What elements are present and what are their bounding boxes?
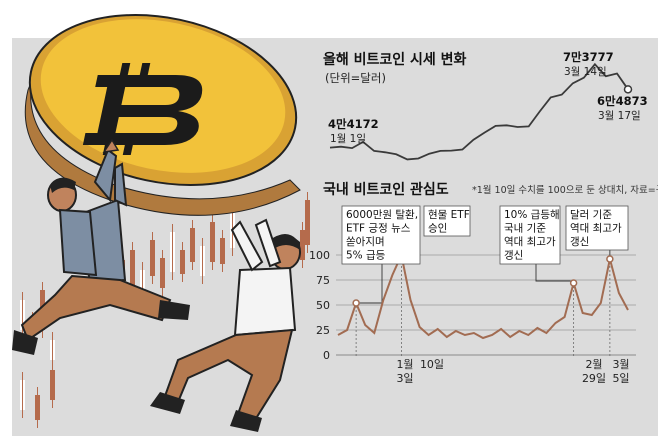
price-start-value: 4만4172 bbox=[328, 117, 379, 131]
callout-text: ETF 긍정 뉴스 bbox=[346, 223, 411, 235]
x-tick-label: 29일 bbox=[582, 371, 606, 385]
callout-leaders bbox=[353, 236, 611, 356]
callout-text: 역대 최고가 bbox=[504, 236, 556, 248]
price-end-marker bbox=[623, 85, 633, 94]
callout-frame bbox=[499, 205, 561, 265]
callout-box: 현물 ETF 승인 bbox=[423, 205, 471, 237]
price-chart-unit: (단위=달러) bbox=[325, 71, 386, 85]
callout-text: 10% 급등해 bbox=[504, 208, 560, 221]
interest-chart: 국내 비트코인 관심도 *1월 10일 수치를 100으로 둔 상대치, 자료=… bbox=[309, 181, 658, 385]
interest-chart-note: *1월 10일 수치를 100으로 둔 상대치, 자료=구글트렌드 bbox=[472, 184, 658, 196]
callout-text: 달러 기준 bbox=[570, 209, 612, 221]
y-tick-label: 50 bbox=[316, 299, 330, 312]
x-tick-label: 3일 bbox=[396, 371, 413, 385]
x-tick-label: 10일 bbox=[420, 357, 444, 371]
price-line bbox=[329, 62, 629, 161]
interest-chart-title: 국내 비트코인 관심도 bbox=[323, 181, 449, 198]
interest-line bbox=[337, 251, 629, 340]
callout-text: 6000만원 탈환, bbox=[346, 208, 418, 221]
y-tick-label: 100 bbox=[309, 249, 330, 262]
x-tick-label: 3월 bbox=[612, 358, 629, 371]
bitcoin-coin bbox=[24, 14, 301, 216]
callout-text: 현물 ETF bbox=[428, 209, 470, 221]
man-in-suit-figure bbox=[12, 138, 190, 355]
callout-text: 갱신 bbox=[570, 236, 589, 248]
y-tick-label: 25 bbox=[316, 324, 330, 337]
interest-marker bbox=[569, 279, 578, 287]
price-peak-value: 7만3777 bbox=[563, 50, 614, 64]
y-tick-label: 0 bbox=[323, 349, 330, 362]
x-tick-label: 1월 bbox=[396, 358, 413, 371]
callout-frame bbox=[565, 205, 629, 251]
callout-text: 국내 기준 bbox=[504, 223, 546, 235]
coin-edge bbox=[24, 79, 301, 216]
coin-illustration bbox=[12, 14, 310, 432]
x-tick-label: 2월 bbox=[585, 358, 602, 371]
price-chart-title: 올해 비트코인 시세 변화 bbox=[323, 51, 467, 68]
callout-text: 승인 bbox=[428, 223, 447, 235]
interest-marker bbox=[352, 299, 360, 307]
interest-grid bbox=[336, 254, 636, 356]
y-tick-label: 75 bbox=[316, 274, 330, 287]
callout-text: 쏟아지며 bbox=[346, 236, 385, 248]
price-start-date: 1월 1일 bbox=[330, 132, 366, 145]
interest-y-axis: 0 25 50 75 100 bbox=[309, 249, 330, 362]
callout-leader bbox=[535, 264, 571, 282]
callout-text: 5% 급등 bbox=[346, 250, 386, 262]
x-tick-label: 5일 bbox=[612, 371, 629, 385]
callout-frame bbox=[341, 205, 421, 265]
interest-marker bbox=[606, 255, 614, 263]
callout-frame bbox=[423, 205, 471, 237]
price-end-date: 3월 17일 bbox=[598, 109, 641, 122]
callout-text: 갱신 bbox=[504, 250, 523, 262]
man-in-white-shirt-figure bbox=[150, 218, 301, 432]
price-end-value: 6만4873 bbox=[597, 94, 648, 108]
price-chart: 올해 비트코인 시세 변화 (단위=달러) 4만4172 1월 1일 7만377… bbox=[323, 50, 648, 161]
price-peak-date: 3월 14일 bbox=[564, 65, 607, 78]
callout-text: 역대 최고가 bbox=[570, 223, 622, 235]
